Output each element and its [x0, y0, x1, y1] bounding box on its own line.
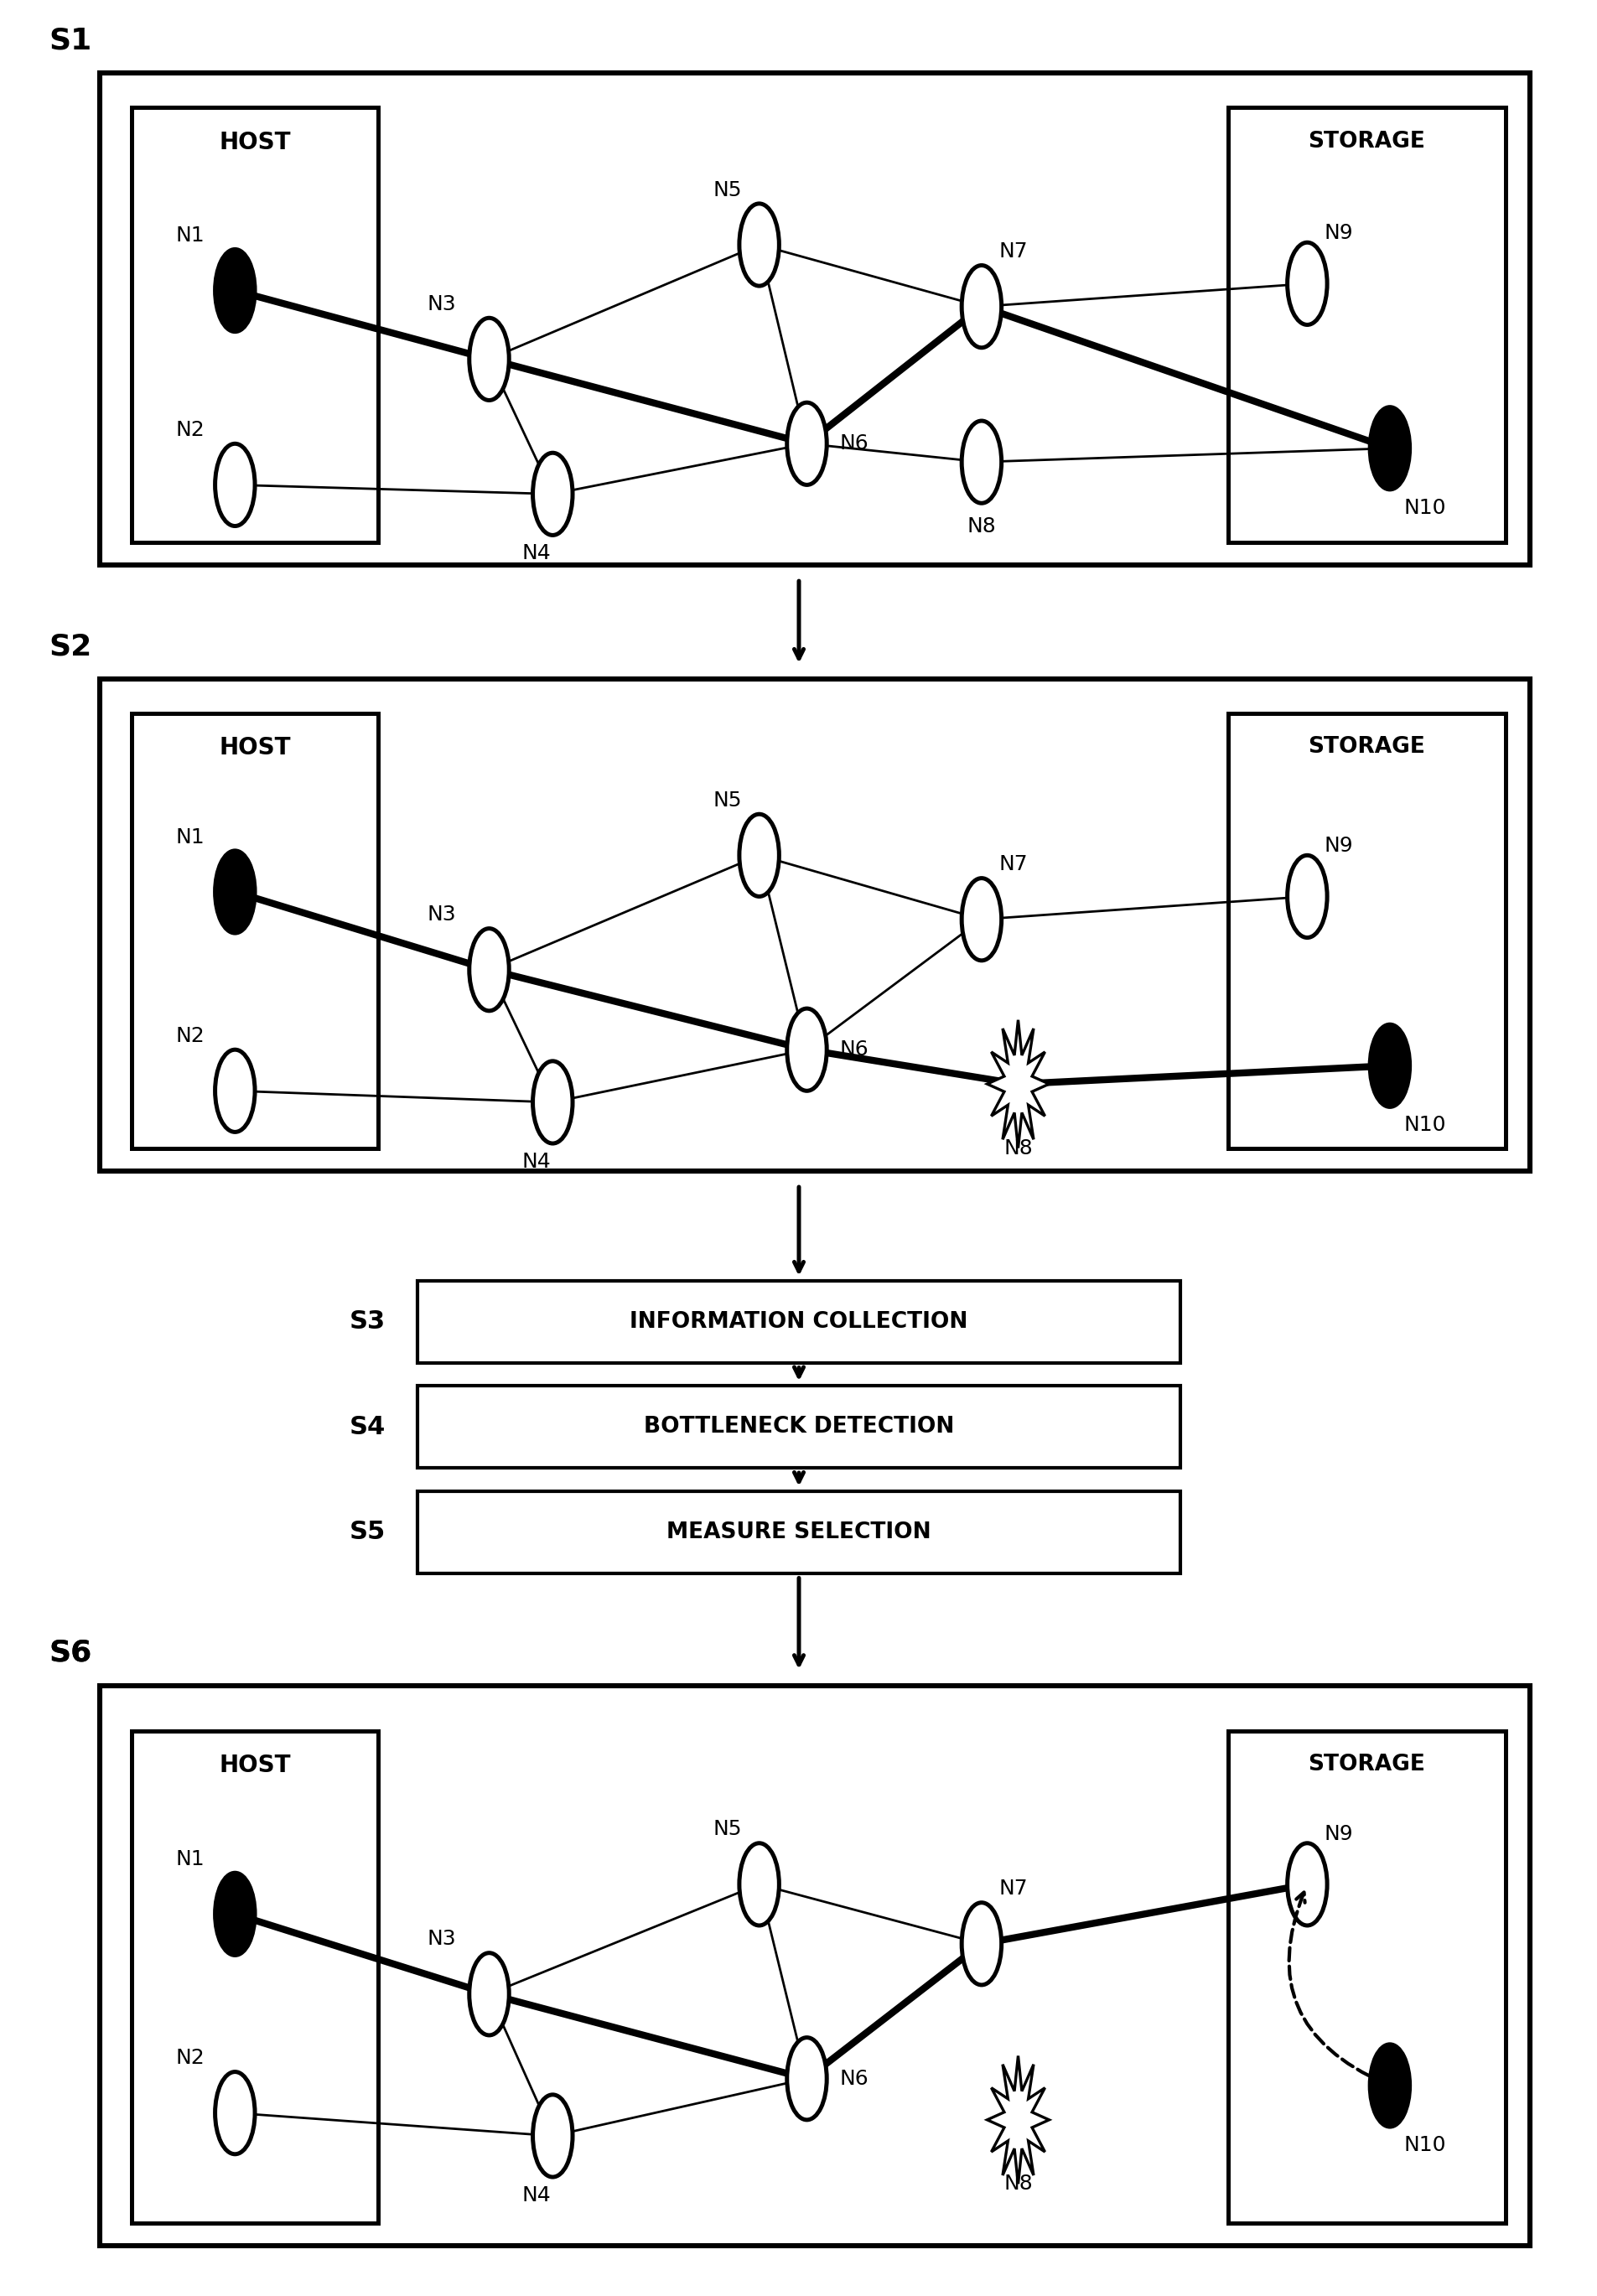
Ellipse shape: [1369, 2043, 1409, 2126]
Text: N8: N8: [966, 517, 995, 535]
Bar: [101, 1685, 1528, 2245]
Text: N2: N2: [176, 420, 204, 441]
Bar: [417, 1281, 1180, 1364]
Bar: [101, 73, 1528, 565]
Bar: [131, 1731, 378, 2223]
Text: N1: N1: [176, 827, 204, 847]
Ellipse shape: [470, 1954, 509, 2034]
Ellipse shape: [532, 1061, 572, 1143]
Text: S5: S5: [350, 1520, 386, 1545]
Ellipse shape: [1369, 406, 1409, 489]
Ellipse shape: [961, 877, 1001, 960]
Ellipse shape: [961, 420, 1001, 503]
Text: N4: N4: [522, 2186, 551, 2206]
Text: HOST: HOST: [219, 131, 291, 154]
Text: N8: N8: [1003, 2174, 1032, 2195]
Text: N3: N3: [426, 1929, 455, 1949]
Text: S3: S3: [350, 1309, 386, 1334]
Text: N4: N4: [522, 544, 551, 563]
Text: S6: S6: [50, 1639, 93, 1667]
Text: STORAGE: STORAGE: [1308, 737, 1425, 758]
Text: STORAGE: STORAGE: [1308, 1754, 1425, 1775]
Ellipse shape: [216, 1049, 256, 1132]
Ellipse shape: [1287, 1844, 1327, 1926]
Ellipse shape: [1287, 856, 1327, 937]
Ellipse shape: [961, 1903, 1001, 1986]
Bar: [1226, 714, 1504, 1148]
Text: S2: S2: [50, 631, 93, 661]
Text: N8: N8: [1003, 1139, 1032, 1157]
Text: N6: N6: [840, 1040, 869, 1061]
Text: HOST: HOST: [219, 737, 291, 760]
Ellipse shape: [739, 815, 779, 895]
Ellipse shape: [532, 452, 572, 535]
Polygon shape: [987, 1019, 1049, 1148]
Bar: [101, 680, 1528, 1171]
Text: BOTTLENECK DETECTION: BOTTLENECK DETECTION: [644, 1417, 953, 1437]
Text: N10: N10: [1402, 2135, 1445, 2156]
Ellipse shape: [216, 443, 256, 526]
Ellipse shape: [532, 2094, 572, 2177]
Text: N9: N9: [1324, 1823, 1353, 1844]
Ellipse shape: [787, 2037, 826, 2119]
Text: N5: N5: [712, 790, 741, 810]
Ellipse shape: [1287, 243, 1327, 324]
Ellipse shape: [216, 250, 256, 331]
Text: N1: N1: [176, 1848, 204, 1869]
Ellipse shape: [216, 1874, 256, 1956]
Text: STORAGE: STORAGE: [1308, 131, 1425, 152]
Text: S1: S1: [50, 28, 93, 55]
Text: INFORMATION COLLECTION: INFORMATION COLLECTION: [629, 1311, 968, 1332]
Polygon shape: [987, 2055, 1049, 2183]
Text: N2: N2: [176, 2048, 204, 2069]
Ellipse shape: [216, 2071, 256, 2154]
Ellipse shape: [961, 266, 1001, 347]
Text: S6: S6: [50, 1639, 93, 1667]
Bar: [1226, 1731, 1504, 2223]
Text: N9: N9: [1324, 223, 1353, 243]
Text: S4: S4: [350, 1414, 386, 1440]
Text: N10: N10: [1402, 1116, 1445, 1134]
Text: N6: N6: [840, 434, 869, 455]
Text: N10: N10: [1402, 498, 1445, 519]
Ellipse shape: [216, 852, 256, 932]
Ellipse shape: [1369, 1024, 1409, 1107]
Ellipse shape: [470, 317, 509, 400]
Bar: [1226, 108, 1504, 542]
Text: N6: N6: [840, 2069, 869, 2089]
Ellipse shape: [739, 1844, 779, 1926]
Text: N2: N2: [176, 1026, 204, 1047]
Text: N9: N9: [1324, 836, 1353, 856]
Text: N5: N5: [712, 179, 741, 200]
Text: N3: N3: [426, 905, 455, 925]
Ellipse shape: [787, 402, 826, 484]
Text: N4: N4: [522, 1153, 551, 1171]
Bar: [131, 714, 378, 1148]
Text: N7: N7: [998, 1878, 1027, 1899]
Text: N7: N7: [998, 854, 1027, 875]
Text: N5: N5: [712, 1818, 741, 1839]
Bar: [131, 108, 378, 542]
Bar: [417, 1490, 1180, 1573]
Text: N7: N7: [998, 241, 1027, 262]
Text: MEASURE SELECTION: MEASURE SELECTION: [666, 1522, 931, 1543]
Ellipse shape: [739, 204, 779, 287]
Bar: [417, 1387, 1180, 1467]
Text: N3: N3: [426, 294, 455, 315]
Ellipse shape: [787, 1008, 826, 1091]
Text: HOST: HOST: [219, 1754, 291, 1777]
Ellipse shape: [470, 928, 509, 1010]
Text: N1: N1: [176, 225, 204, 246]
